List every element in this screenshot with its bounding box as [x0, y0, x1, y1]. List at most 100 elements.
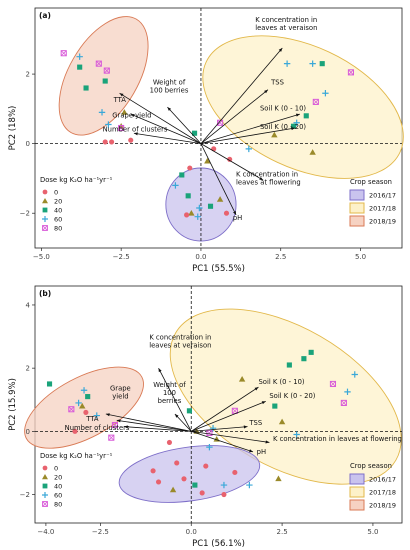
point-dose-0: [223, 210, 230, 216]
point-dose-0: [221, 492, 227, 498]
point-dose-0: [187, 165, 193, 171]
vector-label: Grape: [110, 384, 131, 392]
point-dose-0: [128, 137, 134, 143]
point-dose-60: [93, 412, 100, 419]
point-dose-0: [227, 156, 233, 162]
point-dose-0: [102, 139, 108, 145]
y-axis-label: PC2 (18%): [8, 106, 18, 151]
point-dose-0: [184, 212, 190, 218]
point-dose-0: [42, 189, 48, 195]
vector-label: TSS: [270, 79, 284, 87]
point-dose-40: [85, 394, 91, 400]
point-dose-40: [42, 483, 48, 489]
point-dose-60: [75, 399, 82, 407]
dose-legend-title: Dose kg K₂O ha⁻¹yr⁻¹: [40, 452, 113, 460]
loading-vector-arrowhead: [259, 176, 264, 181]
point-dose-40: [77, 64, 83, 70]
loading-vector-arrowhead: [264, 89, 268, 94]
loading-vector: [191, 426, 248, 432]
vector-label: TTA: [85, 415, 99, 423]
point-dose-80: [340, 399, 347, 406]
loading-vector-arrowhead: [243, 425, 248, 429]
point-dose-20: [204, 157, 211, 164]
point-dose-80: [103, 67, 110, 74]
point-dose-60: [209, 425, 217, 432]
vector-label: berries: [158, 397, 182, 405]
loading-vector-arrowhead: [261, 401, 266, 405]
point-dose-60: [322, 90, 329, 97]
point-dose-60: [196, 204, 203, 212]
point-dose-20: [275, 475, 282, 482]
point-dose-80-cross: [68, 406, 75, 413]
season-legend-label: 2016/17: [369, 192, 396, 200]
point-dose-20: [238, 376, 246, 382]
loading-vector-arrowhead: [133, 132, 138, 136]
point-dose-0: [83, 409, 89, 415]
point-dose-80-cross: [60, 50, 67, 57]
point-dose-40: [207, 203, 214, 209]
point-dose-40: [83, 85, 89, 91]
point-dose-40: [186, 408, 192, 414]
vector-label: Soil K (0 - 20): [269, 392, 315, 400]
point-dose-80: [60, 50, 67, 57]
dose-legend-title: Dose kg K₂O ha⁻¹yr⁻¹: [40, 176, 113, 184]
loading-vector-arrowhead: [116, 419, 121, 423]
point-dose-80: [312, 98, 319, 105]
season-legend-swatch: [349, 215, 365, 227]
point-dose-60: [194, 213, 201, 220]
vector-label: Number of clusters: [103, 125, 168, 133]
vector-label: TTA: [113, 96, 127, 104]
vector-label: K concentration in: [149, 334, 211, 342]
point-dose-80-cross: [341, 400, 347, 406]
vector-label: 100 berries: [150, 87, 189, 95]
point-dose-40: [286, 362, 292, 368]
y-tick-label: −2: [20, 210, 30, 218]
season-legend-swatch: [349, 499, 365, 511]
point-dose-20: [188, 210, 195, 216]
vector-label: pH: [257, 448, 266, 456]
point-dose-80-cross: [312, 99, 319, 105]
point-dose-40: [102, 78, 108, 84]
loading-vector: [119, 92, 202, 144]
loading-vector-arrowhead: [295, 113, 300, 117]
dose-legend-label: 60: [54, 492, 62, 500]
point-dose-80: [217, 119, 224, 126]
y-tick-label: 0: [26, 428, 30, 436]
point-dose-80-cross: [42, 501, 48, 507]
point-dose-20: [121, 109, 128, 115]
point-dose-60: [245, 145, 253, 153]
point-dose-0: [155, 479, 162, 485]
loading-vector-arrowhead: [130, 114, 135, 117]
point-dose-20: [79, 402, 86, 409]
loading-vector-arrowhead: [119, 93, 124, 97]
dose-legend-label: 40: [54, 207, 62, 215]
point-dose-40: [272, 403, 278, 409]
point-dose-80: [347, 69, 354, 76]
vector-label: K concentration in: [236, 171, 298, 179]
loading-vector-arrowhead: [249, 449, 254, 453]
loading-vector: [200, 89, 269, 144]
point-dose-80: [329, 380, 337, 388]
point-dose-60: [309, 60, 316, 67]
point-dose-40: [46, 381, 53, 387]
vector-label: K concentration in: [255, 16, 317, 24]
point-dose-0: [42, 465, 48, 471]
panel-label: (b): [39, 289, 51, 298]
x-tick-label: 5.0: [355, 253, 366, 261]
point-dose-80-cross: [112, 422, 118, 428]
season-legend-swatch: [349, 202, 365, 214]
season-legend-label: 2018/19: [369, 218, 396, 226]
loading-vector: [130, 113, 202, 145]
ellipse-2018-19: [58, 16, 149, 136]
point-dose-20: [42, 474, 48, 480]
point-dose-60: [105, 121, 112, 128]
vector-label: Grape yield: [112, 112, 151, 120]
y-tick-label: 2: [26, 365, 30, 373]
point-dose-40: [308, 349, 314, 355]
vector-label: leaves at veraison: [149, 342, 211, 350]
season-legend-label: 2017/18: [369, 489, 396, 497]
point-dose-40: [185, 193, 191, 199]
point-dose-0: [232, 469, 238, 475]
loading-vector: [200, 127, 296, 145]
